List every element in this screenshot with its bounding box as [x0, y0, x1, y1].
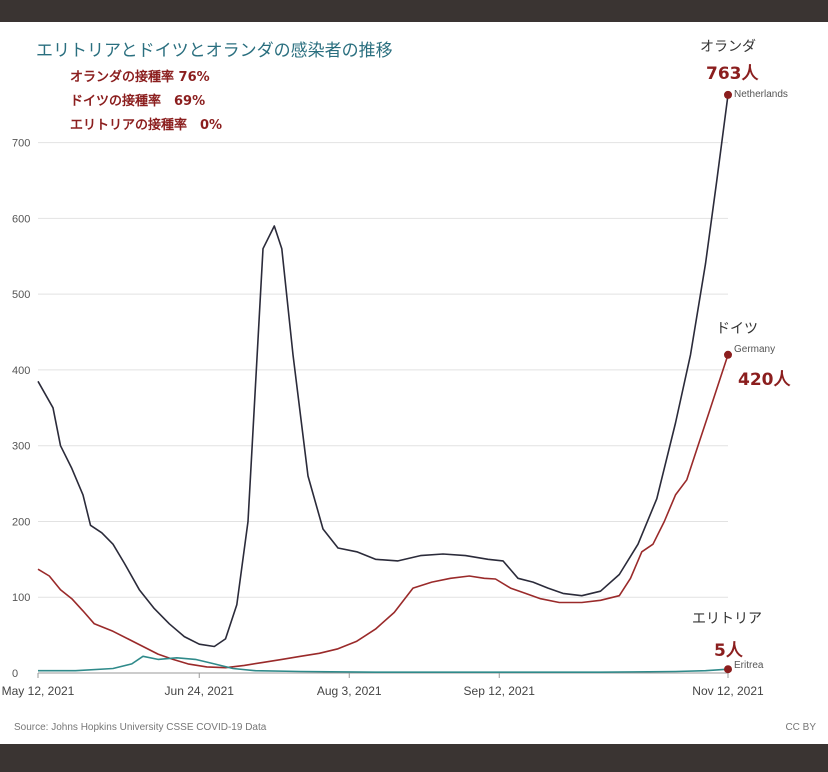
series-line-eritrea [38, 655, 729, 673]
chart-title: エリトリアとドイツとオランダの感染者の推移 [36, 41, 393, 61]
x-tick-label: Sep 12, 2021 [464, 684, 536, 698]
y-tick-label: 100 [12, 592, 30, 604]
line-chart: 0 100 200 300 400 500 600 700 May 12, 2021 Jun 2… [2, 90, 764, 698]
source-note: Source: Johns Hopkins University CSSE CO… [14, 722, 267, 733]
eritrea-label-jp: エリトリア [692, 611, 762, 627]
x-axis-ticks: May 12, 2021 Jun 24, 2021 Aug 3, 2021 Sep 1… [2, 673, 764, 698]
gridlines [38, 142, 728, 674]
x-tick-label: Aug 3, 2021 [317, 684, 382, 698]
series-lines [37, 94, 729, 673]
y-axis-ticks: 0 100 200 300 400 500 600 700 [12, 138, 30, 680]
y-tick-label: 400 [12, 365, 30, 377]
y-tick-label: 0 [12, 668, 18, 680]
vaccination-note-netherlands: オランダの接種率 76% [70, 70, 210, 85]
series-endpoint-germany [724, 350, 732, 359]
germany-label-en: Germany [734, 344, 776, 355]
series-endpoint-netherlands [724, 90, 732, 99]
x-tick-label: Jun 24, 2021 [165, 684, 235, 698]
germany-label-jp: ドイツ [716, 321, 758, 337]
eritrea-label-en: Eritrea [734, 660, 764, 671]
y-tick-label: 600 [12, 213, 30, 225]
series-line-netherlands [37, 94, 729, 648]
x-tick-label: May 12, 2021 [2, 684, 75, 698]
netherlands-label-en: Netherlands [734, 89, 788, 100]
chart-panel: 0 100 200 300 400 500 600 700 May 12, 2021 Jun 2… [0, 22, 828, 744]
y-tick-label: 200 [12, 516, 30, 528]
x-tick-label: Nov 12, 2021 [692, 684, 764, 698]
y-tick-label: 500 [12, 289, 30, 301]
series-line-germany [37, 354, 729, 669]
netherlands-value: 763人 [706, 64, 759, 84]
series-endpoints [724, 90, 732, 674]
y-tick-label: 300 [12, 441, 30, 453]
license-note: CC BY [785, 722, 816, 733]
germany-value: 420人 [738, 370, 791, 390]
vaccination-note-eritrea: エリトリアの接種率 0% [70, 118, 223, 133]
series-endpoint-eritrea [724, 665, 732, 674]
vaccination-note-germany: ドイツの接種率 69% [70, 94, 206, 109]
netherlands-label-jp: オランダ [700, 39, 756, 55]
y-tick-label: 700 [12, 138, 30, 150]
eritrea-value: 5人 [714, 641, 743, 661]
